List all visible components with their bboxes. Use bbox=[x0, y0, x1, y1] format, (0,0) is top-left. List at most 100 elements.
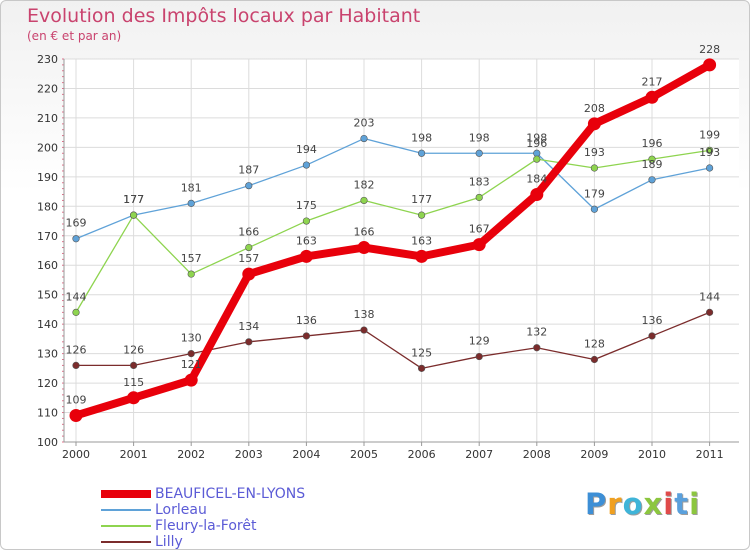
data-point bbox=[187, 350, 195, 358]
data-point bbox=[302, 217, 311, 225]
data-point bbox=[242, 267, 256, 281]
logo-letter: i bbox=[663, 487, 675, 521]
data-label: 196 bbox=[642, 137, 663, 150]
data-label: 166 bbox=[238, 226, 259, 239]
chart-subtitle: (en € et par an) bbox=[27, 29, 122, 43]
data-label: 228 bbox=[699, 43, 720, 56]
chart-legend: BEAUFICEL-EN-LYONS Lorleau Fleury-la-Forêt… bbox=[101, 486, 361, 549]
y-tick-label: 120 bbox=[37, 377, 58, 390]
data-label: 189 bbox=[642, 158, 663, 171]
data-point bbox=[475, 352, 483, 361]
legend-swatch bbox=[101, 509, 151, 511]
data-label: 144 bbox=[66, 290, 87, 303]
legend-swatch bbox=[101, 525, 151, 527]
y-tick-label: 140 bbox=[37, 318, 58, 331]
legend-item: BEAUFICEL-EN-LYONS bbox=[101, 486, 361, 502]
x-tick-label: 2003 bbox=[235, 448, 263, 461]
legend-item: Lorleau bbox=[101, 502, 361, 518]
data-label: 163 bbox=[296, 234, 317, 247]
data-point bbox=[705, 146, 714, 154]
data-label: 198 bbox=[469, 131, 490, 144]
logo-letter: o bbox=[622, 487, 644, 521]
y-tick-label: 160 bbox=[37, 259, 58, 272]
logo-letter: i bbox=[689, 487, 701, 521]
data-point bbox=[302, 332, 311, 340]
data-point bbox=[415, 249, 429, 263]
series-line bbox=[72, 60, 714, 420]
x-tick-label: 2007 bbox=[465, 448, 493, 461]
data-point bbox=[705, 164, 714, 172]
data-point bbox=[475, 149, 483, 157]
data-label: 193 bbox=[584, 146, 605, 159]
data-point bbox=[648, 176, 656, 184]
data-point bbox=[245, 243, 253, 252]
data-label: 144 bbox=[699, 290, 720, 303]
data-label: 169 bbox=[66, 217, 87, 230]
data-label: 177 bbox=[411, 193, 432, 206]
data-label: 208 bbox=[584, 102, 605, 115]
data-label: 182 bbox=[354, 178, 375, 191]
legend-label: Lorleau bbox=[155, 502, 207, 518]
data-point bbox=[648, 332, 656, 340]
legend-label: BEAUFICEL-EN-LYONS bbox=[155, 486, 306, 502]
x-tick-label: 2001 bbox=[120, 448, 148, 461]
series-line bbox=[75, 149, 711, 314]
data-point bbox=[130, 211, 138, 219]
data-point bbox=[590, 164, 599, 172]
x-tick-label: 2000 bbox=[62, 448, 90, 461]
data-point bbox=[69, 408, 83, 422]
x-tick-label: 2004 bbox=[292, 448, 320, 461]
data-label: 109 bbox=[66, 393, 87, 406]
data-label: 177 bbox=[123, 193, 144, 206]
data-label: 181 bbox=[181, 181, 202, 194]
data-point bbox=[360, 134, 368, 143]
data-point bbox=[184, 373, 198, 387]
y-tick-label: 180 bbox=[37, 200, 58, 213]
data-label: 175 bbox=[296, 199, 317, 212]
data-label: 136 bbox=[296, 314, 317, 327]
x-tick-label: 2006 bbox=[408, 448, 436, 461]
data-point bbox=[187, 270, 195, 278]
data-point bbox=[127, 391, 141, 405]
data-label: 132 bbox=[526, 326, 547, 339]
x-tick-label: 2010 bbox=[638, 448, 666, 461]
legend-item: Lilly bbox=[101, 534, 361, 549]
data-label: 128 bbox=[584, 338, 605, 351]
chart-title: Evolution des Impôts locaux par Habitant bbox=[27, 5, 421, 27]
data-label: 194 bbox=[296, 143, 317, 156]
data-label: 166 bbox=[354, 226, 375, 239]
data-point bbox=[130, 361, 138, 370]
data-point bbox=[530, 188, 544, 202]
data-label: 198 bbox=[526, 131, 547, 144]
y-tick-label: 150 bbox=[37, 289, 58, 302]
data-point bbox=[245, 338, 253, 346]
y-tick-label: 110 bbox=[37, 407, 58, 420]
data-label: 115 bbox=[123, 376, 144, 389]
data-label: 121 bbox=[181, 358, 202, 371]
data-point bbox=[360, 196, 368, 205]
data-point bbox=[302, 161, 311, 169]
y-tick-label: 220 bbox=[37, 82, 58, 95]
x-tick-label: 2005 bbox=[350, 448, 378, 461]
data-label: 203 bbox=[354, 117, 375, 130]
x-tick-label: 2009 bbox=[580, 448, 608, 461]
data-label: 217 bbox=[642, 75, 663, 88]
data-point bbox=[72, 308, 80, 316]
data-point bbox=[645, 90, 659, 104]
logo-letter: x bbox=[643, 487, 664, 521]
data-label: 198 bbox=[411, 131, 432, 144]
data-point bbox=[245, 182, 253, 190]
y-tick-label: 170 bbox=[37, 230, 58, 243]
data-point bbox=[475, 193, 483, 202]
data-point bbox=[648, 155, 656, 163]
data-label: 126 bbox=[66, 343, 87, 356]
legend-swatch bbox=[101, 490, 151, 498]
data-label: 136 bbox=[642, 314, 663, 327]
data-point bbox=[703, 58, 717, 72]
data-label: 130 bbox=[181, 332, 202, 345]
data-label: 196 bbox=[526, 137, 547, 150]
data-label: 129 bbox=[469, 335, 490, 348]
legend-item: Fleury-la-Forêt bbox=[101, 518, 361, 534]
